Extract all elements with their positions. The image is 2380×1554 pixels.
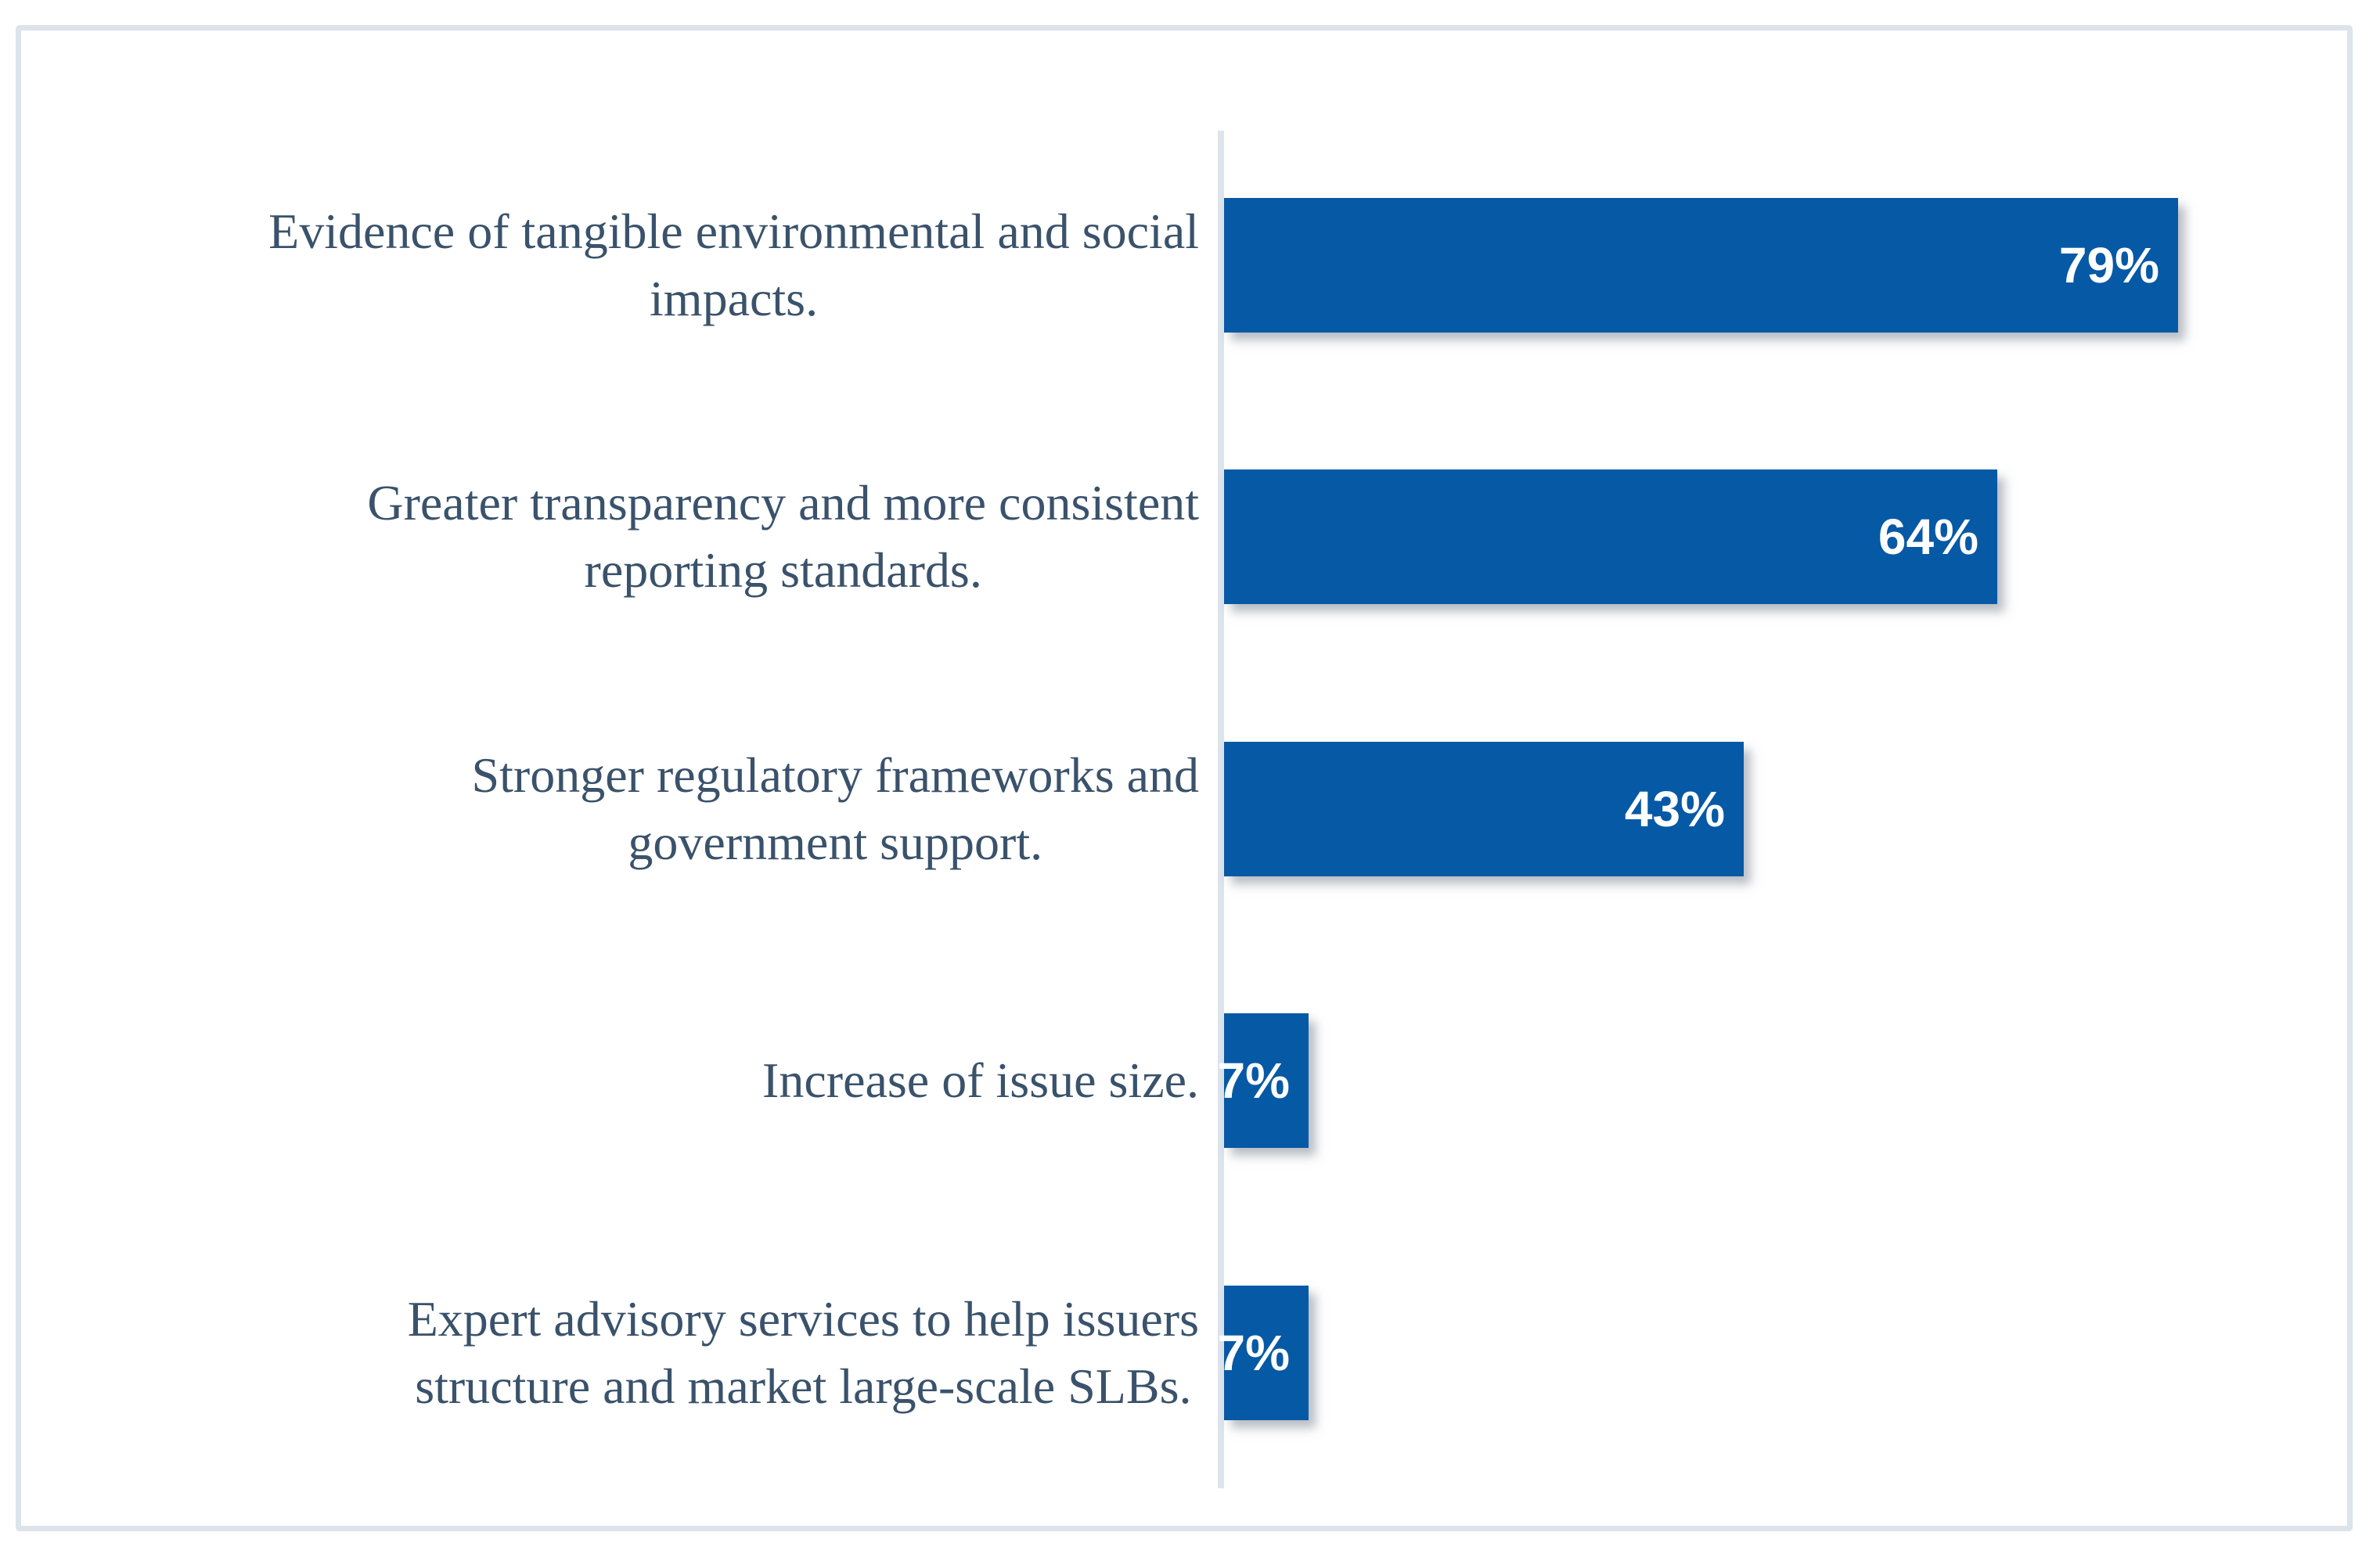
category-label: Evidence of tangible environmental and s… <box>60 129 1199 401</box>
data-label: 7% <box>1217 1325 1291 1381</box>
bar: 43% <box>1224 742 1744 876</box>
category-label-text: Increase of issue size. <box>762 1052 1199 1108</box>
category-label-text: Greater transparency and more consistent… <box>367 475 1199 598</box>
bar: 79% <box>1224 198 2178 333</box>
category-label: Increase of issue size. <box>60 944 1199 1217</box>
category-label: Stronger regulatory frameworks and gover… <box>60 673 1199 945</box>
bar: 7% <box>1218 1286 1309 1420</box>
data-label: 79% <box>2058 237 2159 293</box>
bar: 7% <box>1218 1013 1309 1148</box>
chart-panel: Evidence of tangible environmental and s… <box>16 25 2353 1531</box>
category-label-text: Stronger regulatory frameworks and gover… <box>471 747 1199 870</box>
data-label: 7% <box>1217 1052 1291 1109</box>
category-label: Greater transparency and more consistent… <box>60 401 1199 673</box>
category-label: Expert advisory services to help issuers… <box>60 1217 1199 1489</box>
data-label: 64% <box>1878 509 1979 565</box>
category-label-text: Evidence of tangible environmental and s… <box>268 203 1199 326</box>
category-axis-line <box>1218 131 1224 1488</box>
data-label: 43% <box>1624 781 1725 837</box>
category-label-text: Expert advisory services to help issuers… <box>407 1291 1199 1414</box>
bar: 64% <box>1224 469 1997 604</box>
